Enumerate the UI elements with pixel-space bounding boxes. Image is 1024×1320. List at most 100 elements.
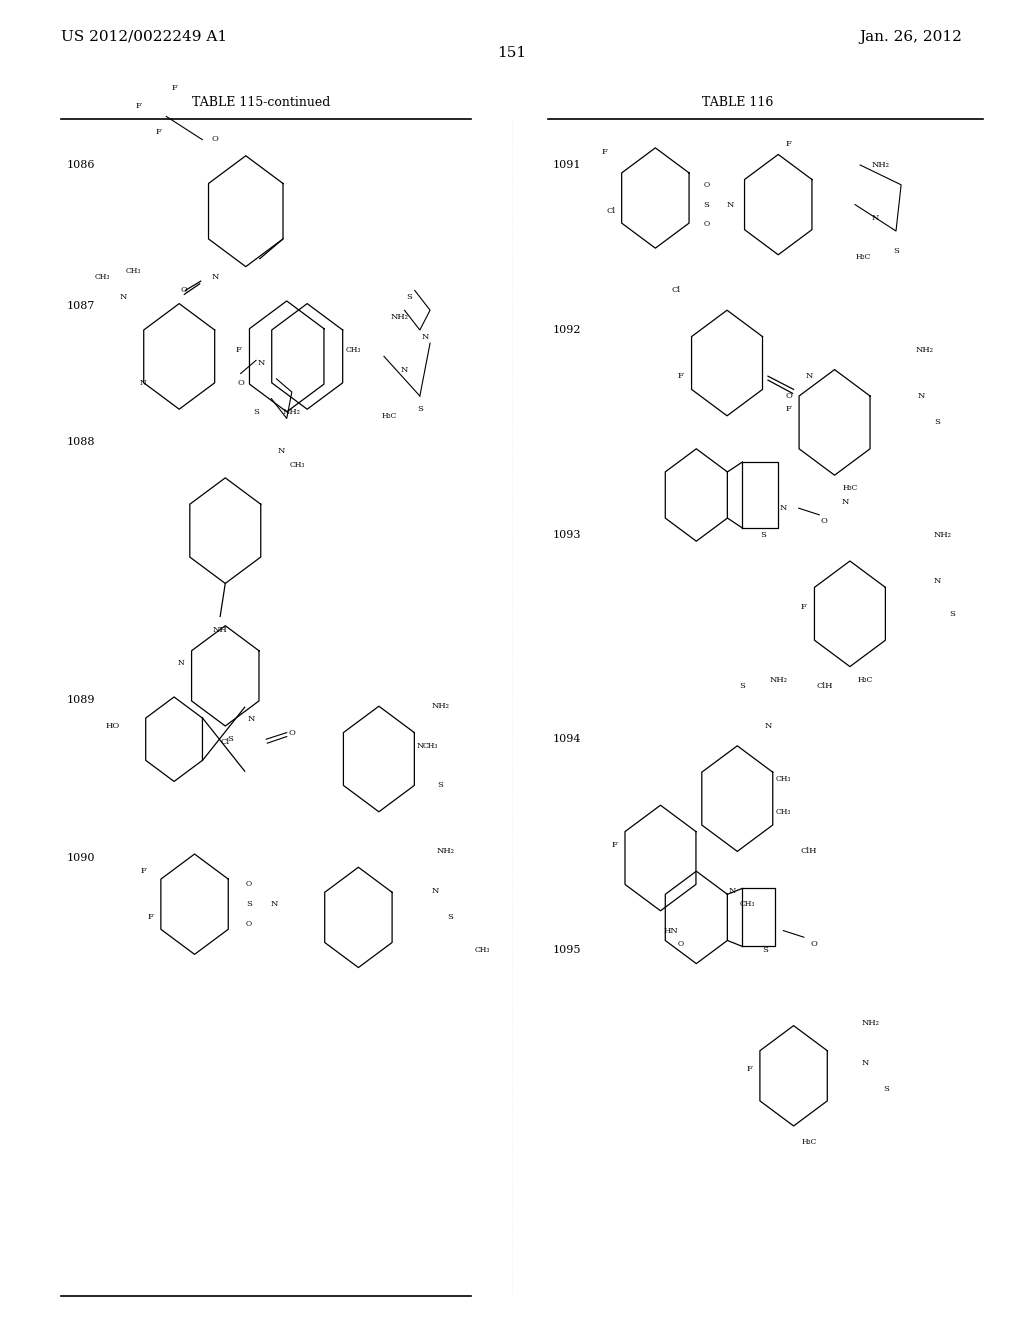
Text: CH₃: CH₃ bbox=[125, 267, 141, 275]
Text: CH₃: CH₃ bbox=[474, 946, 490, 954]
Text: O: O bbox=[289, 729, 295, 737]
Text: N: N bbox=[257, 359, 265, 367]
Text: 1090: 1090 bbox=[67, 853, 95, 863]
Text: NH₂: NH₂ bbox=[871, 161, 890, 169]
Text: N: N bbox=[805, 372, 813, 380]
Text: HO: HO bbox=[105, 722, 120, 730]
Text: O: O bbox=[703, 220, 710, 228]
Text: H₃C: H₃C bbox=[855, 253, 871, 261]
Text: N: N bbox=[278, 447, 286, 455]
Text: O: O bbox=[703, 181, 710, 189]
Text: CH₃: CH₃ bbox=[345, 346, 361, 354]
Text: O: O bbox=[181, 286, 187, 294]
Text: CH₃: CH₃ bbox=[775, 775, 792, 783]
Text: S: S bbox=[253, 408, 259, 416]
Text: F: F bbox=[746, 1065, 753, 1073]
Text: H₃C: H₃C bbox=[857, 676, 873, 684]
Text: N: N bbox=[841, 498, 849, 506]
Text: N: N bbox=[728, 887, 736, 895]
Text: S: S bbox=[246, 900, 252, 908]
Text: 1088: 1088 bbox=[67, 437, 95, 447]
Text: N: N bbox=[779, 504, 787, 512]
Text: N: N bbox=[119, 293, 127, 301]
Text: NH: NH bbox=[213, 626, 227, 634]
Text: 1094: 1094 bbox=[553, 734, 582, 744]
Text: CH₃: CH₃ bbox=[422, 742, 438, 750]
Text: F: F bbox=[801, 603, 807, 611]
Text: N: N bbox=[178, 659, 184, 667]
Text: 1091: 1091 bbox=[553, 160, 582, 170]
Text: N: N bbox=[140, 379, 146, 387]
Text: F: F bbox=[135, 102, 141, 110]
Text: O: O bbox=[785, 392, 792, 400]
Text: Cl: Cl bbox=[607, 207, 615, 215]
Text: NH₂: NH₂ bbox=[436, 847, 455, 855]
Text: TABLE 115-continued: TABLE 115-continued bbox=[191, 96, 331, 110]
Text: HN: HN bbox=[664, 927, 678, 935]
Text: O: O bbox=[238, 379, 244, 387]
Text: 1087: 1087 bbox=[67, 301, 95, 312]
Text: N: N bbox=[764, 722, 772, 730]
Text: F: F bbox=[140, 867, 146, 875]
Text: F: F bbox=[147, 913, 154, 921]
Text: F: F bbox=[611, 841, 617, 849]
Text: F: F bbox=[156, 128, 162, 136]
Text: N: N bbox=[421, 333, 429, 341]
Text: F: F bbox=[236, 346, 242, 354]
Text: N: N bbox=[400, 366, 409, 374]
Text: NH₂: NH₂ bbox=[933, 531, 951, 539]
Text: US 2012/0022249 A1: US 2012/0022249 A1 bbox=[61, 30, 227, 44]
Text: O: O bbox=[811, 940, 817, 948]
Text: O: O bbox=[246, 920, 252, 928]
Text: H₃C: H₃C bbox=[842, 484, 858, 492]
Text: F: F bbox=[678, 372, 684, 380]
Text: CH₃: CH₃ bbox=[289, 461, 305, 469]
Text: O: O bbox=[212, 135, 218, 143]
Text: F: F bbox=[785, 405, 792, 413]
Text: F: F bbox=[171, 84, 177, 92]
Text: N: N bbox=[431, 887, 439, 895]
Text: S: S bbox=[447, 913, 454, 921]
Text: 1086: 1086 bbox=[67, 160, 95, 170]
Text: S: S bbox=[893, 247, 899, 255]
Text: N: N bbox=[918, 392, 926, 400]
Text: O: O bbox=[821, 517, 827, 525]
Text: N: N bbox=[211, 273, 219, 281]
Text: NH₂: NH₂ bbox=[861, 1019, 880, 1027]
Text: Jan. 26, 2012: Jan. 26, 2012 bbox=[860, 30, 963, 44]
Text: NH₂: NH₂ bbox=[769, 676, 787, 684]
Text: 1089: 1089 bbox=[67, 694, 95, 705]
Text: CH₃: CH₃ bbox=[739, 900, 756, 908]
Text: S: S bbox=[760, 531, 766, 539]
Text: N: N bbox=[247, 715, 255, 723]
Text: 1095: 1095 bbox=[553, 945, 582, 956]
Text: 151: 151 bbox=[498, 46, 526, 59]
Text: H₃C: H₃C bbox=[381, 412, 397, 420]
Text: N: N bbox=[861, 1059, 869, 1067]
Text: NH₂: NH₂ bbox=[390, 313, 409, 321]
Text: NH₂: NH₂ bbox=[915, 346, 934, 354]
Text: ClH: ClH bbox=[801, 847, 817, 855]
Text: N: N bbox=[416, 742, 424, 750]
Text: N: N bbox=[871, 214, 880, 222]
Text: Cl: Cl bbox=[221, 738, 229, 746]
Text: 1093: 1093 bbox=[553, 529, 582, 540]
Text: S: S bbox=[883, 1085, 889, 1093]
Text: N: N bbox=[270, 900, 279, 908]
Text: ClH: ClH bbox=[816, 682, 833, 690]
Text: 1092: 1092 bbox=[553, 325, 582, 335]
Text: S: S bbox=[762, 946, 768, 954]
Text: CH₃: CH₃ bbox=[94, 273, 111, 281]
Text: S: S bbox=[417, 405, 423, 413]
Text: O: O bbox=[678, 940, 684, 948]
Text: S: S bbox=[739, 682, 745, 690]
Text: H₃C: H₃C bbox=[801, 1138, 817, 1146]
Text: S: S bbox=[407, 293, 413, 301]
Text: NH₂: NH₂ bbox=[431, 702, 450, 710]
Text: O: O bbox=[246, 880, 252, 888]
Text: N: N bbox=[933, 577, 941, 585]
Text: S: S bbox=[437, 781, 443, 789]
Text: F: F bbox=[601, 148, 607, 156]
Text: N: N bbox=[726, 201, 734, 209]
Text: S: S bbox=[227, 735, 233, 743]
